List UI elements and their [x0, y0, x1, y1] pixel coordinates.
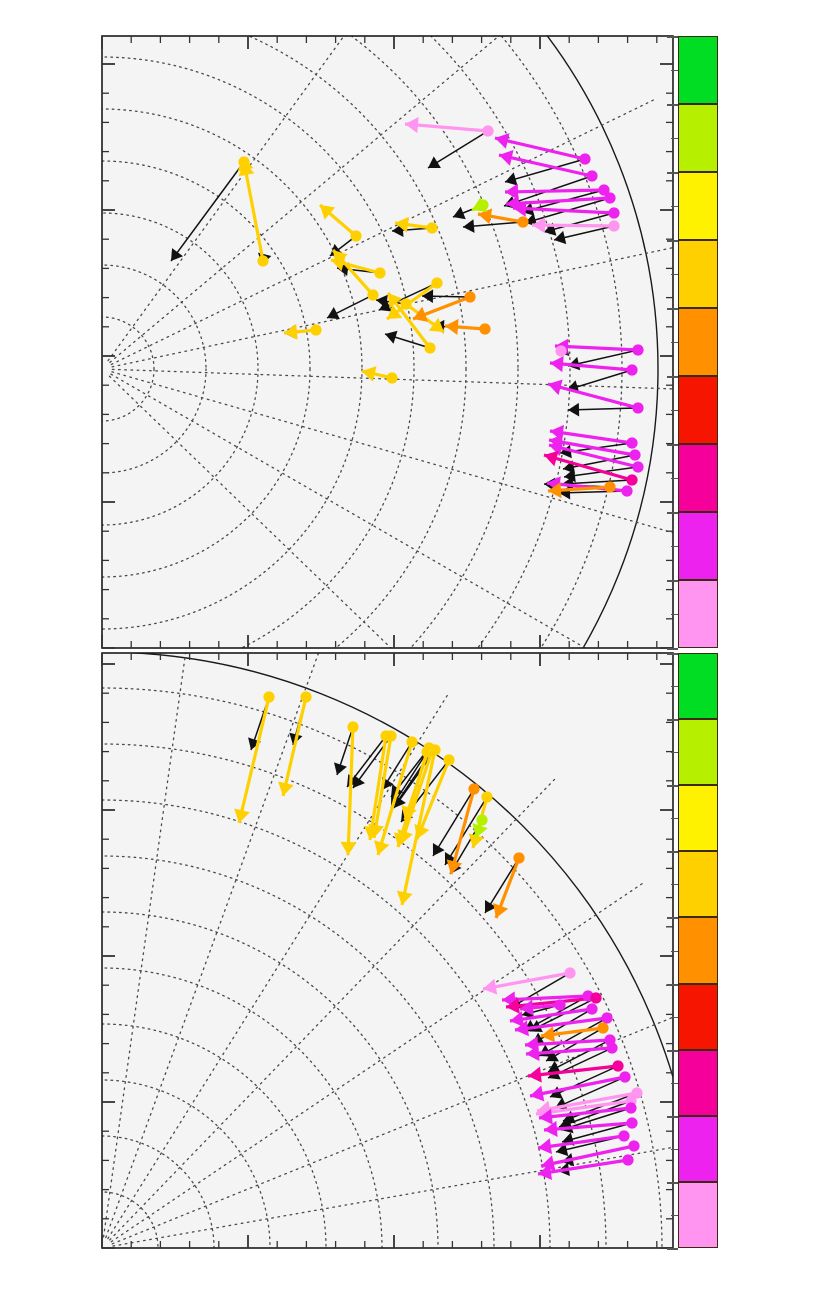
colorbar-level-yellow-green: [678, 104, 718, 172]
colorbar-tick: [671, 1149, 678, 1151]
colorbar-tick: [667, 851, 678, 853]
colorbar-tick: [671, 478, 678, 480]
colorbar-level-magenta: [678, 512, 718, 580]
colorbar-level-deep-pink: [678, 444, 718, 512]
colorbar-level-yellow: [678, 172, 718, 240]
colorbar-level-violet: [678, 1181, 718, 1248]
colorbar-level-green: [678, 653, 718, 720]
colorbar-level-gold: [678, 240, 718, 308]
colorbar-level-orange: [678, 917, 718, 984]
colorbar-tick: [671, 1083, 678, 1085]
colorbar-level-red: [678, 376, 718, 444]
colorbar-tick: [667, 653, 678, 655]
colorbar-tick: [671, 410, 678, 412]
upper-colorbar[interactable]: [667, 36, 718, 650]
colorbar-tick: [667, 240, 678, 242]
colorbar-level-yellow: [678, 785, 718, 852]
colorbar-tick: [667, 580, 678, 582]
colorbar-tick: [671, 274, 678, 276]
colorbar-tick: [671, 1017, 678, 1019]
colorbar-tick: [671, 752, 678, 754]
colorbar-level-violet: [678, 580, 718, 648]
colorbar-level-magenta: [678, 1115, 718, 1182]
colorbar-level-yellow-green: [678, 719, 718, 786]
lower-colorbar[interactable]: [667, 653, 718, 1250]
colorbar-tick: [667, 104, 678, 106]
colorbar-tick: [667, 308, 678, 310]
colorbar-tick: [671, 884, 678, 886]
colorbar-tick: [671, 686, 678, 688]
colorbar-tick: [667, 1182, 678, 1184]
colorbar-tick: [667, 648, 678, 650]
colorbar-tick: [667, 1050, 678, 1052]
colorbar-tick: [667, 376, 678, 378]
colorbar-tick: [671, 614, 678, 616]
upper-polar-vector-plot[interactable]: [102, 36, 673, 648]
colorbar-level-gold: [678, 851, 718, 918]
colorbar-tick: [671, 546, 678, 548]
colorbar-tick: [671, 818, 678, 820]
colorbar-level-orange: [678, 308, 718, 376]
colorbar-level-green: [678, 36, 718, 104]
colorbar-tick: [671, 342, 678, 344]
colorbar-tick: [667, 719, 678, 721]
colorbar-tick: [667, 1248, 678, 1250]
colorbar-tick: [671, 206, 678, 208]
colorbar-tick: [667, 917, 678, 919]
colorbar-tick: [671, 70, 678, 72]
colorbar-level-red: [678, 983, 718, 1050]
colorbar-tick: [667, 512, 678, 514]
colorbar-level-deep-pink: [678, 1049, 718, 1116]
colorbar-tick: [671, 1215, 678, 1217]
colorbar-tick: [667, 1116, 678, 1118]
colorbar-tick: [667, 444, 678, 446]
colorbar-tick: [671, 951, 678, 953]
colorbar-tick: [667, 172, 678, 174]
colorbar-tick: [667, 984, 678, 986]
colorbar-tick: [667, 36, 678, 38]
colorbar-tick: [667, 785, 678, 787]
colorbar-tick: [671, 138, 678, 140]
